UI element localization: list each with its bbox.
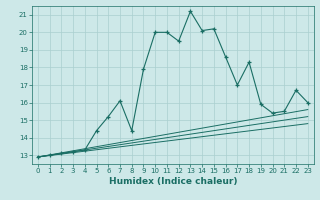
X-axis label: Humidex (Indice chaleur): Humidex (Indice chaleur) <box>108 177 237 186</box>
